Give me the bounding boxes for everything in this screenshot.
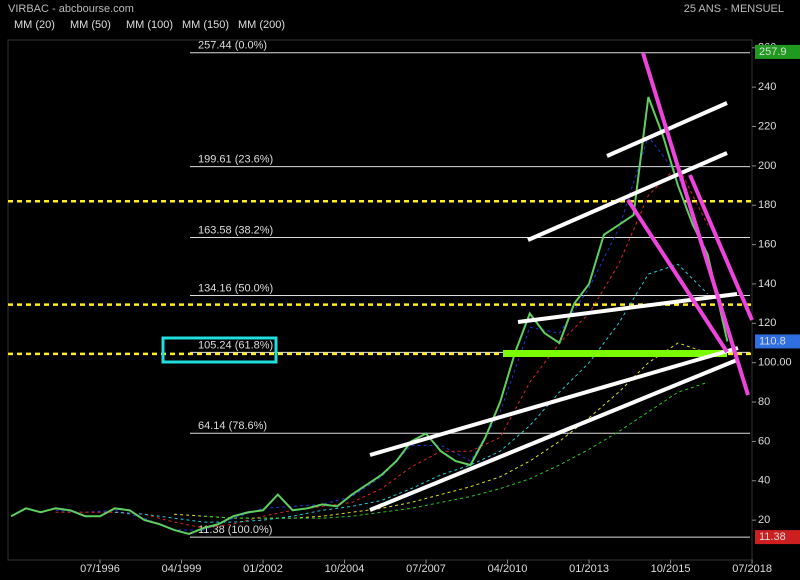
chart-subtitle: 25 ANS - MENSUEL (684, 3, 784, 15)
legend-entry: MM (100) (126, 19, 173, 31)
y-tick-label: 100.00 (758, 357, 792, 369)
fib-label: 163.58 (38.2%) (198, 224, 273, 236)
plot-frame (7, 39, 753, 561)
y-tick-label: 160 (758, 238, 776, 250)
fib-label: 11.38 (100.0%) (198, 524, 272, 536)
moving-average (114, 263, 708, 523)
y-tick-label: 180 (758, 199, 776, 211)
moving-average (203, 381, 708, 519)
y-tick-label: 20 (758, 514, 770, 526)
legend-entry: MM (50) (70, 19, 111, 31)
y-tick-label: 40 (758, 475, 770, 487)
price-label: 257.9 (759, 46, 787, 58)
x-tick-label: 01/2013 (569, 563, 609, 575)
price-label-box (755, 334, 800, 349)
x-tick-label: 07/2018 (732, 563, 772, 575)
fib-label: 134.16 (50.0%) (198, 282, 273, 294)
x-tick-label: 07/1996 (80, 563, 120, 575)
y-tick-label: 60 (758, 435, 770, 447)
highlight-box (161, 336, 278, 364)
y-tick-label: 200 (758, 160, 776, 172)
x-tick-label: 10/2015 (651, 563, 691, 575)
fib-label: 105.24 (61.8%) (198, 339, 273, 351)
price-label-box (755, 44, 800, 59)
support-zone (503, 350, 727, 357)
legend-entry: MM (150) (182, 19, 229, 31)
y-tick-label: 220 (758, 120, 776, 132)
y-tick-label: 120 (758, 317, 776, 329)
legend-entry: MM (20) (14, 19, 55, 31)
price-line (10, 96, 729, 535)
price-label-box (755, 530, 800, 545)
price-label: 11.38 (759, 531, 786, 543)
chart-title: VIRBAC - abcbourse.com (8, 3, 134, 15)
price-label: 110.8 (759, 335, 786, 347)
moving-average (55, 165, 709, 529)
y-tick-label: 240 (758, 81, 776, 93)
x-tick-label: 04/2010 (488, 563, 528, 575)
x-tick-label: 04/1999 (162, 563, 202, 575)
y-tick-label: 80 (758, 396, 770, 408)
x-tick-label: 07/2007 (406, 563, 446, 575)
fib-label: 64.14 (78.6%) (198, 420, 267, 432)
fib-label: 199.61 (23.6%) (198, 154, 273, 166)
down-trend (626, 52, 754, 396)
fib-label: 257.44 (0.0%) (198, 40, 267, 52)
legend-entry: MM (200) (238, 19, 285, 31)
y-tick-label: 140 (758, 278, 776, 290)
x-tick-label: 10/2004 (325, 563, 365, 575)
x-tick-label: 01/2002 (243, 563, 283, 575)
